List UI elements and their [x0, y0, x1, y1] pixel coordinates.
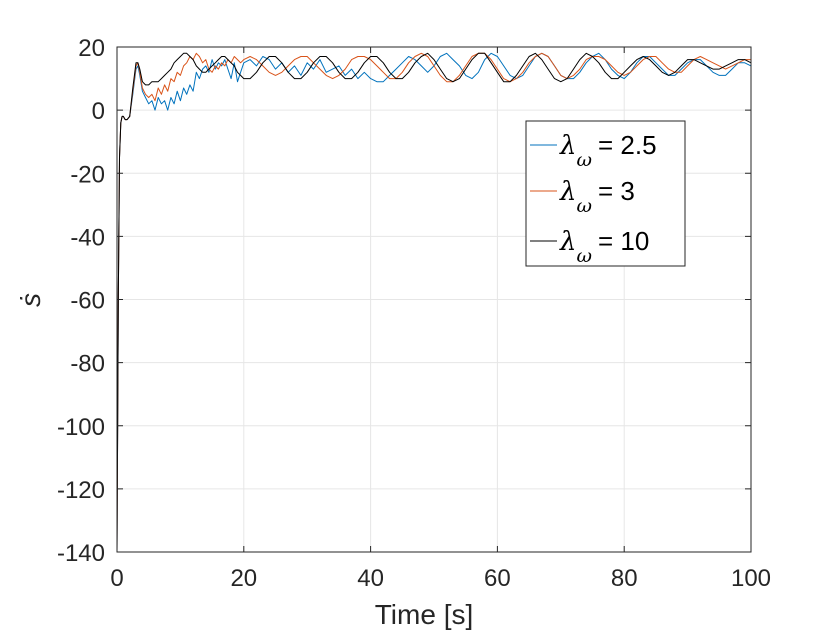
ticks [116, 46, 752, 553]
y-tick-label: 20 [78, 35, 105, 62]
y-tick-labels: 20 0 -20 -40 -60 -80 -100 -120 -140 [57, 35, 105, 567]
legend-label: λω = 2.5 [559, 130, 657, 171]
y-axis-title: ṡ [15, 293, 46, 307]
x-tick-labels: 0 20 40 60 80 100 [110, 565, 771, 592]
legend-entries: λω = 2.5 λω = 3 λω = 10 [530, 130, 657, 267]
y-tick-label: -140 [57, 540, 105, 567]
y-tick-label: -100 [57, 414, 105, 441]
x-tick-label: 40 [357, 565, 384, 592]
series-layer [116, 52, 752, 553]
y-tick-label: 0 [92, 98, 105, 125]
y-tick-label: -80 [70, 351, 105, 378]
x-tick-label: 60 [484, 565, 511, 592]
x-tick-label: 0 [110, 565, 123, 592]
series-line-3 [116, 52, 752, 553]
x-axis-title: Time [s] [375, 599, 474, 630]
series-line-1 [116, 52, 752, 553]
y-tick-label: -20 [70, 161, 105, 188]
legend-label: λω = 10 [559, 226, 649, 267]
y-tick-label: -40 [70, 224, 105, 251]
x-tick-label: 20 [230, 565, 257, 592]
x-tick-label: 100 [731, 565, 771, 592]
x-tick-label: 80 [611, 565, 638, 592]
y-tick-label: -60 [70, 288, 105, 315]
legend: λω = 2.5 λω = 3 λω = 10 [525, 120, 686, 267]
series-line-2 [116, 52, 751, 553]
legend-label: λω = 3 [559, 176, 635, 217]
y-tick-label: -120 [57, 477, 105, 504]
